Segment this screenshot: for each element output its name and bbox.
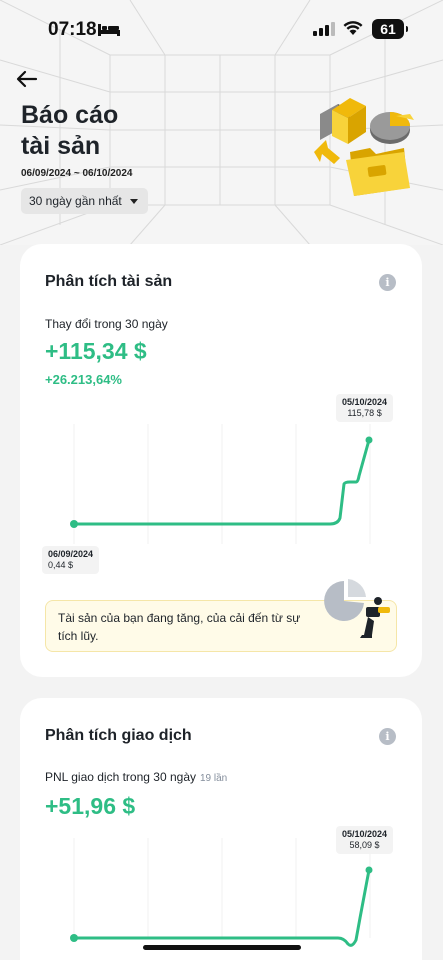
- trade-end-value: 58,09 $: [349, 840, 380, 850]
- home-indicator[interactable]: [143, 945, 301, 950]
- status-bar: 07:18 61: [0, 0, 443, 60]
- caret-down-icon: [129, 199, 138, 205]
- asset-start-value: 0,44 $: [48, 560, 74, 570]
- battery-icon: 61: [372, 19, 408, 39]
- asset-change-percent: +26.213,64%: [45, 372, 122, 387]
- person-pie-illustration-icon: [324, 579, 390, 638]
- asset-start-point: [70, 520, 78, 528]
- trade-line-chart: [70, 838, 373, 947]
- asset-change-value: +115,34 $: [45, 338, 147, 364]
- asset-change-label: Thay đổi trong 30 ngày: [45, 317, 168, 331]
- wifi-icon: [343, 21, 363, 35]
- asset-line-chart: [70, 424, 373, 544]
- trade-analysis-card: Phân tích giao dịch i PNL giao dịch tron…: [20, 698, 422, 960]
- trade-pnl-value: +51,96 $: [45, 793, 136, 819]
- status-time: 07:18: [48, 19, 97, 40]
- period-dropdown-label: 30 ngày gần nhất: [29, 194, 122, 208]
- info-icon[interactable]: i: [379, 728, 396, 745]
- trade-count: 19 lần: [200, 773, 228, 784]
- folder-chart-illustration-icon: [314, 98, 414, 196]
- asset-end-date: 05/10/2024: [342, 397, 388, 407]
- info-icon[interactable]: i: [379, 274, 396, 291]
- asset-end-point: [365, 436, 373, 444]
- period-dropdown[interactable]: 30 ngày gần nhất: [21, 188, 148, 214]
- asset-analysis-card: Phân tích tài sản i Thay đổi trong 30 ng…: [20, 244, 422, 677]
- bed-icon: [98, 24, 120, 36]
- asset-series-line: [74, 439, 371, 526]
- asset-end-tag: 05/10/2024 115,78 $: [336, 394, 394, 422]
- asset-start-tag: 06/09/2024 0,44 $: [42, 546, 100, 574]
- trade-pnl-label: PNL giao dịch trong 30 ngày 19 lần: [45, 770, 228, 784]
- back-arrow-icon[interactable]: [16, 70, 38, 88]
- signal-icon: [313, 22, 335, 36]
- trade-start-point: [70, 934, 78, 942]
- trade-end-date: 05/10/2024: [342, 829, 388, 839]
- header-hero: 07:18 61 Báo cáo tài sản 06/09/2024 ~ 06…: [0, 0, 443, 245]
- asset-analysis-title: Phân tích tài sản: [45, 273, 173, 290]
- page-title: Báo cáo tài sản: [21, 101, 119, 160]
- asset-start-date: 06/09/2024: [48, 549, 94, 559]
- date-range: 06/09/2024 ~ 06/10/2024: [21, 168, 133, 179]
- trade-end-tag: 05/10/2024 58,09 $: [336, 826, 394, 854]
- trade-end-point: [365, 866, 373, 874]
- trade-series-line: [74, 869, 371, 947]
- asset-end-value: 115,78 $: [347, 408, 382, 418]
- trade-analysis-title: Phân tích giao dịch: [45, 727, 192, 744]
